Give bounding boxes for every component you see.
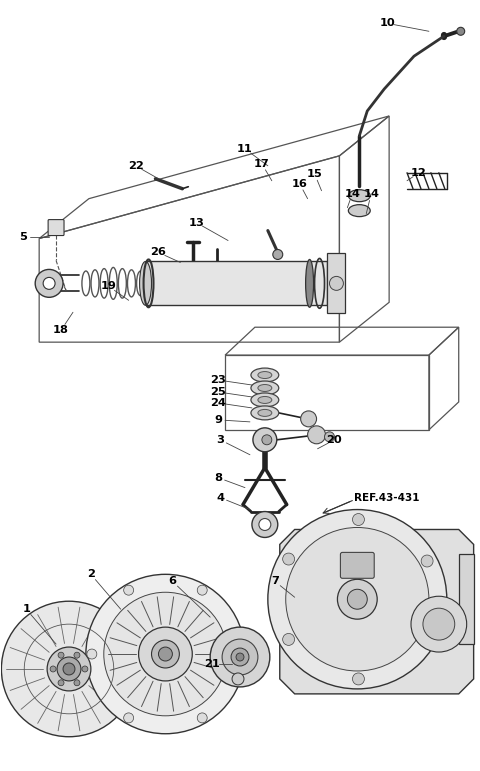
Circle shape [124,713,133,723]
Polygon shape [280,530,474,694]
Circle shape [421,631,433,644]
Text: 20: 20 [326,435,342,445]
Circle shape [152,640,180,668]
Circle shape [236,653,244,661]
Text: 7: 7 [271,576,279,586]
Circle shape [63,663,75,675]
Circle shape [457,27,465,35]
Text: 22: 22 [128,161,144,171]
Ellipse shape [348,190,370,202]
Circle shape [421,555,433,567]
Circle shape [273,250,283,260]
Circle shape [197,713,207,723]
Text: 18: 18 [53,325,69,335]
Circle shape [423,608,455,640]
Text: 23: 23 [210,375,226,385]
Circle shape [139,627,192,681]
Ellipse shape [140,261,152,305]
Circle shape [411,596,467,652]
Text: 10: 10 [379,19,395,29]
Circle shape [348,589,367,609]
Text: 26: 26 [151,247,167,258]
Ellipse shape [251,406,279,420]
FancyBboxPatch shape [145,261,327,305]
Circle shape [74,652,80,658]
Circle shape [329,276,343,291]
Text: 9: 9 [214,415,222,425]
Circle shape [197,585,207,595]
Circle shape [352,673,364,685]
Circle shape [324,432,335,442]
Text: 4: 4 [216,493,224,503]
Text: 14: 14 [363,189,379,199]
Circle shape [58,652,64,658]
Circle shape [86,574,245,734]
Text: 1: 1 [22,604,30,614]
Circle shape [210,627,270,687]
Circle shape [252,511,278,537]
Circle shape [35,269,63,298]
FancyBboxPatch shape [340,552,374,578]
Circle shape [231,648,249,666]
Circle shape [124,585,133,595]
Ellipse shape [306,260,313,308]
Circle shape [286,527,429,671]
FancyBboxPatch shape [48,220,64,236]
Circle shape [262,435,272,445]
Circle shape [58,680,64,685]
Ellipse shape [258,396,272,403]
Text: 24: 24 [210,398,226,408]
Text: 17: 17 [254,159,270,169]
Ellipse shape [251,368,279,382]
Circle shape [57,657,81,681]
Circle shape [259,519,271,530]
Text: 8: 8 [214,473,222,483]
Polygon shape [327,254,346,313]
Circle shape [268,510,447,689]
Circle shape [50,666,56,672]
Circle shape [352,513,364,526]
Circle shape [222,639,258,675]
Text: 19: 19 [101,281,117,291]
Text: 14: 14 [345,189,360,199]
Circle shape [253,428,277,452]
Text: 15: 15 [307,169,323,179]
Circle shape [232,673,244,685]
Ellipse shape [258,372,272,379]
Text: 13: 13 [188,217,204,227]
Text: REF.43-431: REF.43-431 [354,493,420,503]
Polygon shape [459,554,474,644]
Circle shape [283,553,295,565]
Circle shape [234,649,244,659]
Circle shape [337,579,377,619]
Text: 16: 16 [292,179,308,189]
Circle shape [74,680,80,685]
Circle shape [158,647,172,661]
Text: 6: 6 [168,576,176,586]
Text: 3: 3 [216,435,224,445]
Circle shape [104,592,227,715]
Text: 21: 21 [204,659,220,669]
Circle shape [283,634,295,645]
Circle shape [300,411,316,427]
Ellipse shape [251,381,279,395]
Ellipse shape [348,204,370,217]
Circle shape [1,601,137,737]
Circle shape [87,649,97,659]
Text: 5: 5 [19,231,27,241]
Text: 25: 25 [210,387,226,397]
Ellipse shape [258,385,272,392]
Circle shape [308,426,325,444]
Ellipse shape [258,409,272,416]
Ellipse shape [251,393,279,407]
Circle shape [43,278,55,289]
Text: 2: 2 [87,569,95,579]
Circle shape [47,647,91,691]
Text: 11: 11 [237,144,253,154]
Text: 12: 12 [411,168,427,178]
Circle shape [82,666,88,672]
